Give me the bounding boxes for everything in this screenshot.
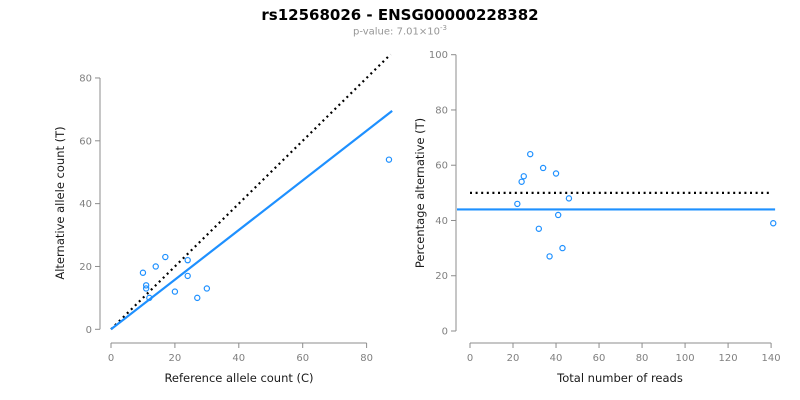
y-tick-label: 20 [79,262,92,273]
x-tick-label: 140 [762,353,781,364]
x-tick-label: 0 [467,353,473,364]
x-tick-label: 0 [108,353,114,364]
pvalue-mantissa: 7.01 [396,26,419,38]
x-tick-label: 60 [296,353,309,364]
data-point [139,269,147,276]
y-tick-label: 0 [442,327,448,338]
x-tick-label: 20 [169,353,182,364]
multiply-sign: × [418,26,428,38]
x-tick-label: 60 [593,353,606,364]
data-point [770,220,777,227]
data-point [385,156,393,163]
y-tick-label: 20 [435,271,448,282]
data-point [552,170,560,177]
data-point [162,253,169,261]
data-point [520,173,527,180]
percentage-scatter: 0 20 40 60 80 100 0 20 40 60 80 100 120 140 Total numb… [413,50,781,385]
x-tick-label: 80 [360,353,373,364]
x-tick-label: 80 [636,353,649,364]
x-tick-label: 40 [550,353,563,364]
pvalue-exponent: -3 [439,24,447,32]
y-tick-label: 100 [429,50,448,61]
data-point [565,195,573,202]
data-point [535,225,543,232]
identity-line [110,53,392,331]
y-tick-label: 80 [435,105,448,116]
data-point [142,282,150,289]
y-tick-label: 60 [79,136,92,147]
x-tick-label: 20 [507,353,520,364]
x-tick-label: 40 [232,353,245,364]
data-point [554,211,562,219]
y-axis-title: Percentage alternative (T) [413,118,427,268]
data-point [152,263,159,270]
data-point [527,150,534,158]
y-tick-label: 40 [79,199,92,210]
allele-count-scatter: 0 20 40 60 80 0 20 40 60 80 Reference allele count… [53,53,393,385]
data-point [518,178,525,185]
x-axis-title: Total number of reads [556,371,683,385]
data-point [146,294,153,302]
data-point [171,288,179,295]
x-tick-label: 100 [676,353,695,364]
regression-line [110,110,393,331]
data-point [142,285,150,292]
y-tick-label: 60 [435,161,448,172]
data-point [184,256,191,264]
x-axis-title: Reference allele count (C) [164,371,313,385]
data-point [546,253,553,260]
data-point [539,164,547,172]
pvalue-base: 10 [427,26,440,38]
y-tick-label: 80 [79,73,92,84]
y-axis-title: Alternative allele count (T) [53,126,67,279]
figure-subtitle: p-value: 7.01×10-3 [0,24,800,37]
data-point [514,200,521,208]
data-point [559,244,566,252]
data-point [203,285,211,292]
y-tick-label: 0 [86,325,92,336]
figure-title: rs12568026 - ENSG00000228382 [261,6,539,24]
x-tick-label: 120 [719,353,738,364]
pvalue-prefix: p-value: [353,26,397,38]
data-point [194,294,201,302]
y-tick-label: 40 [435,216,448,227]
data-point [184,272,191,280]
